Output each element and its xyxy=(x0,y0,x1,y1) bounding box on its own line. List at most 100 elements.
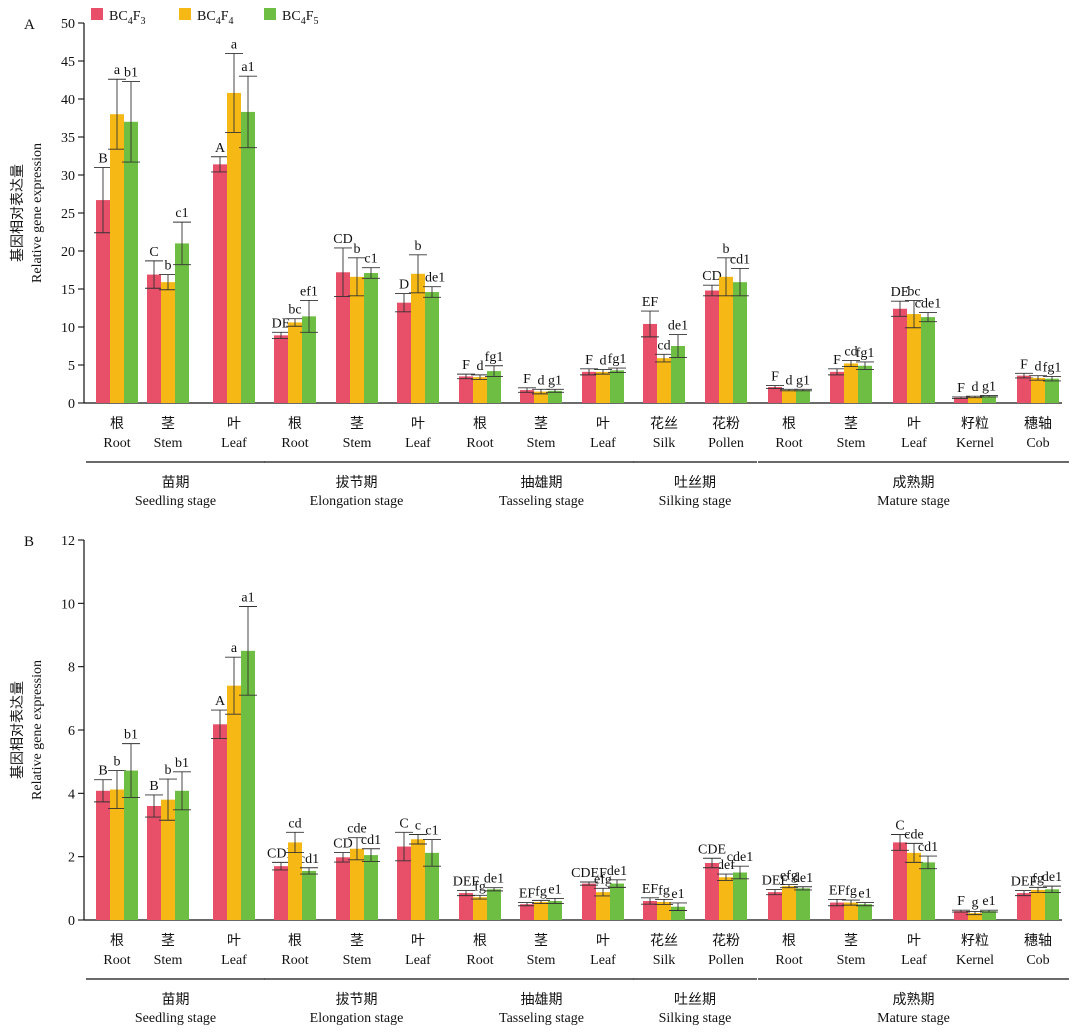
bar xyxy=(921,317,935,403)
significance-letter: a1 xyxy=(241,60,254,75)
error-bar xyxy=(485,887,503,892)
x-category-zh: 花粉 xyxy=(712,416,740,432)
y-tick-label: 8 xyxy=(68,661,75,676)
error-bar xyxy=(225,52,243,133)
bar xyxy=(907,314,921,403)
significance-letter: a1 xyxy=(241,591,254,606)
significance-letter: b1 xyxy=(175,756,189,771)
bar xyxy=(110,114,124,403)
legend-mid: F xyxy=(133,9,141,24)
bar xyxy=(534,901,548,920)
x-category-en: Pollen xyxy=(708,436,744,451)
significance-letter: DEF xyxy=(453,875,480,890)
error-bar xyxy=(717,873,735,881)
error-bar xyxy=(300,867,318,875)
y-tick-label: 10 xyxy=(61,321,75,336)
significance-letter: C xyxy=(399,816,408,831)
bar xyxy=(213,164,227,403)
error-bar xyxy=(423,839,441,867)
legend-sub: 4 xyxy=(228,16,233,27)
x-category-en: Root xyxy=(281,436,308,451)
bar xyxy=(274,866,288,920)
bar xyxy=(227,685,241,920)
bar xyxy=(858,904,872,920)
x-category-en: Stem xyxy=(343,953,372,968)
error-bar xyxy=(518,387,536,393)
bar xyxy=(796,390,810,403)
bar xyxy=(397,302,411,403)
bar xyxy=(893,842,907,920)
x-category-zh: 根 xyxy=(288,933,302,949)
stage-group: 拔节期 Elongation stage xyxy=(264,461,449,509)
stage-group: 成熟期 Mature stage xyxy=(758,978,1069,1026)
error-bar xyxy=(471,374,489,380)
error-bar xyxy=(348,837,366,861)
significance-letter: EF xyxy=(519,887,536,902)
x-category: 穗轴 Cob xyxy=(1024,416,1052,451)
legend-item: BC4F4 xyxy=(179,8,233,27)
x-category-zh: 籽粒 xyxy=(961,933,989,949)
error-bar xyxy=(159,274,177,291)
bar xyxy=(288,322,302,403)
stage-label-zh: 成熟期 xyxy=(893,992,935,1008)
legend: BC4F3 BC4F4 BC4F5 xyxy=(91,8,318,27)
series-BC4F3 xyxy=(94,709,1033,920)
error-bar xyxy=(173,221,191,266)
stage-group: 抽雄期 Tasseling stage xyxy=(449,978,634,1026)
x-category-en: Root xyxy=(466,436,493,451)
bar xyxy=(175,243,189,403)
significance-letter: A xyxy=(215,694,226,709)
significance-letter: cd xyxy=(844,344,857,359)
x-category-zh: 茎 xyxy=(534,416,548,432)
bar xyxy=(844,363,858,403)
y-tick-label: 5 xyxy=(68,359,75,374)
significance-letter: DE xyxy=(272,316,291,331)
x-category-en: Leaf xyxy=(901,953,927,968)
significance-letter: de1 xyxy=(484,872,504,887)
significance-letter: de1 xyxy=(1042,870,1062,885)
significance-letter: b xyxy=(354,242,361,257)
x-category: 穗轴 Cob xyxy=(1024,933,1052,968)
x-category-zh: 叶 xyxy=(227,933,241,949)
y-tick-label: 40 xyxy=(61,93,75,108)
bar xyxy=(487,889,501,920)
x-category-zh: 茎 xyxy=(534,933,548,949)
x-category-en: Leaf xyxy=(590,953,616,968)
error-bar xyxy=(669,902,687,911)
legend-sub: 4 xyxy=(301,16,306,27)
bar xyxy=(364,273,378,403)
y-axis-label-en: Relative gene expression xyxy=(30,143,45,283)
significance-letter: b1 xyxy=(124,66,138,81)
bar xyxy=(302,316,316,403)
error-bar xyxy=(108,78,126,150)
x-category: 叶 Leaf xyxy=(221,933,247,968)
bar xyxy=(954,911,968,920)
bar xyxy=(227,92,241,404)
x-category-zh: 根 xyxy=(782,933,796,949)
error-bar xyxy=(239,75,257,149)
stage-label-en: Seedling stage xyxy=(135,494,216,509)
x-category: 叶 Leaf xyxy=(590,416,616,451)
y-axis-label-zh: 基因相对表达量 xyxy=(9,164,26,262)
bar xyxy=(844,902,858,920)
x-category: 根 Root xyxy=(103,416,130,451)
significance-letter: c1 xyxy=(425,824,438,839)
bar xyxy=(534,391,548,403)
error-bar xyxy=(952,396,970,399)
x-category-en: Leaf xyxy=(405,953,431,968)
x-category-en: Leaf xyxy=(221,436,247,451)
panel-letter: A xyxy=(24,17,35,33)
x-category-zh: 叶 xyxy=(411,933,425,949)
error-bar xyxy=(272,861,290,871)
significance-letter: b xyxy=(723,242,730,257)
legend-label: BC4F5 xyxy=(282,9,318,27)
significance-letter: efg xyxy=(594,872,612,887)
error-bar xyxy=(122,743,140,798)
series-BC4F5 xyxy=(122,606,1061,920)
x-category: 叶 Leaf xyxy=(901,933,927,968)
significance-letter: a xyxy=(114,63,121,78)
significance-letter: B xyxy=(98,151,107,166)
stage-group: 拔节期 Elongation stage xyxy=(264,978,449,1026)
x-category-en: Leaf xyxy=(590,436,616,451)
